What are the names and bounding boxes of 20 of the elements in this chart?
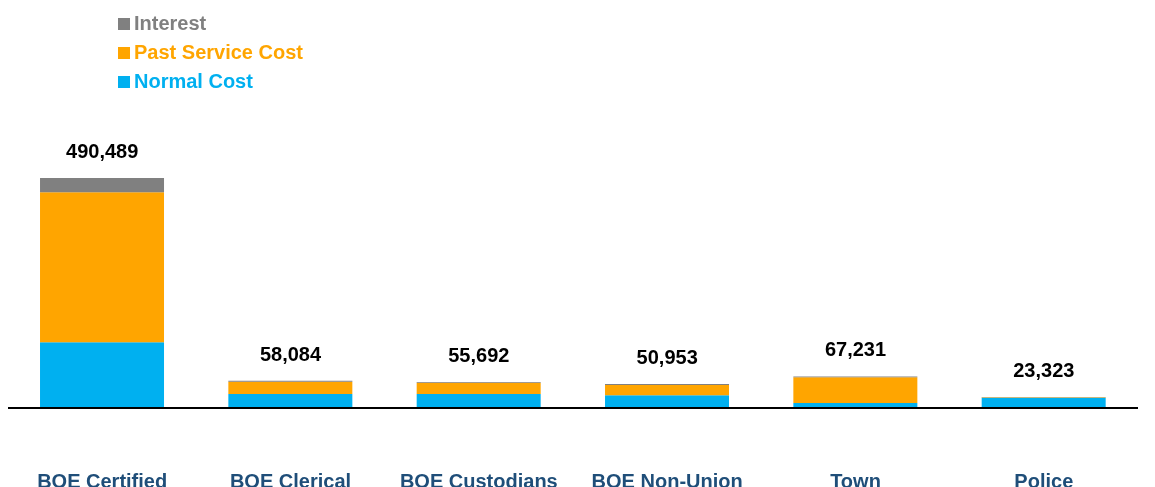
legend-label: Past Service Cost bbox=[133, 41, 303, 64]
legend-label: Interest bbox=[133, 12, 208, 35]
bar bbox=[793, 377, 918, 403]
bar bbox=[228, 381, 353, 394]
bar bbox=[40, 178, 165, 193]
bar bbox=[40, 192, 165, 343]
annotation: 50,953 bbox=[636, 346, 698, 369]
bar bbox=[416, 393, 541, 408]
bar bbox=[605, 395, 730, 408]
bar bbox=[981, 397, 1106, 408]
annotation: 490,489 bbox=[66, 140, 139, 162]
annotation: 55,692 bbox=[448, 344, 510, 367]
annotation: 58,084 bbox=[259, 342, 322, 365]
bar bbox=[416, 382, 541, 394]
bar bbox=[228, 393, 353, 408]
annotation: 67,231 bbox=[824, 338, 887, 361]
bar bbox=[605, 385, 730, 396]
legend-label: Normal Cost bbox=[133, 70, 254, 93]
annotation: 23,323 bbox=[1013, 358, 1075, 381]
bar bbox=[40, 342, 165, 408]
